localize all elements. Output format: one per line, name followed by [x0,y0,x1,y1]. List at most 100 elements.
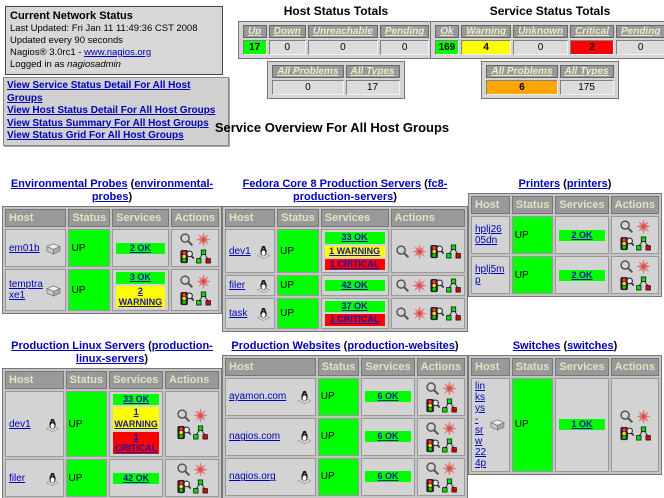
host-link[interactable]: dev1 [229,245,251,257]
service-badge-critical[interactable]: 1 CRITICAL [324,258,385,271]
service-badge-critical[interactable]: 1 CRITICAL [324,314,385,326]
host-link[interactable]: task [229,307,248,319]
extended-info-traffic-light-icon[interactable] [425,438,440,453]
service-badge-ok[interactable]: 33 OK [113,394,160,406]
service-totals-header-pending[interactable]: Pending [615,25,664,38]
status-map-tree-icon[interactable] [442,438,457,453]
service-badge-ok[interactable]: 42 OK [324,280,385,292]
service-badge-ok[interactable]: 42 OK [113,472,160,484]
extended-info-traffic-light-icon[interactable] [425,398,440,413]
status-map-tree-icon[interactable] [445,278,461,293]
service-detail-magnifier-icon[interactable] [619,219,634,234]
host-link[interactable]: nagios.org [229,471,276,483]
hostgroup-name-link[interactable]: Fedora Core 8 Production Servers [242,178,422,190]
service-badge-ok[interactable]: 6 OK [365,471,411,483]
alert-burst-icon[interactable] [193,462,208,478]
extended-info-traffic-light-icon[interactable] [429,278,444,293]
service-detail-magnifier-icon[interactable] [619,409,634,424]
extended-info-traffic-light-icon[interactable] [179,249,194,264]
link-host-status-detail[interactable]: View Host Status Detail For All Host Gro… [7,105,216,116]
hostgroup-name-link[interactable]: Printers [518,178,561,190]
service-detail-magnifier-icon[interactable] [395,244,410,259]
service-badge-warning[interactable]: 1 WARNING [324,245,385,257]
extended-info-traffic-light-icon[interactable] [619,426,634,441]
service-detail-magnifier-icon[interactable] [425,421,440,436]
host-link[interactable]: linksys-srw224p [475,380,487,469]
service-badge-critical[interactable]: 1 CRITICAL [113,431,160,455]
service-badge-warning[interactable]: 2 WARNING [116,285,165,309]
host-link[interactable]: em01b [9,242,40,254]
linux-penguin-icon[interactable] [45,417,60,432]
extended-info-traffic-light-icon[interactable] [176,479,191,494]
hostgroup-alias-link[interactable]: environmental-probes [91,178,214,204]
host-link[interactable]: filer [229,280,246,292]
extended-info-traffic-light-icon[interactable] [619,236,634,251]
extended-info-traffic-light-icon[interactable] [429,244,444,259]
link-status-grid[interactable]: View Status Grid For All Host Groups [7,130,184,141]
status-map-tree-icon[interactable] [636,426,651,441]
extended-info-traffic-light-icon[interactable] [179,291,194,306]
extended-info-traffic-light-icon[interactable] [429,306,444,321]
alert-burst-icon[interactable] [411,305,427,321]
service-detail-magnifier-icon[interactable] [179,232,194,247]
host-all-problems-header[interactable]: All Problems [272,65,344,78]
hostgroup-alias-link[interactable]: production-linux-servers [75,339,213,365]
host-link[interactable]: hplj2605dn [475,224,502,247]
service-totals-header-ok[interactable]: Ok [434,25,460,38]
alert-burst-icon[interactable] [635,408,651,424]
service-badge-ok[interactable]: 3 OK [116,272,165,284]
service-badge-warning[interactable]: 1 WARNING [113,407,160,430]
alert-burst-icon[interactable] [195,274,211,290]
service-detail-magnifier-icon[interactable] [425,461,440,476]
host-link[interactable]: nagios.com [229,431,281,443]
device-box-icon[interactable] [45,284,62,297]
service-totals-header-unknown[interactable]: Unknown [513,25,569,38]
status-map-tree-icon[interactable] [636,276,651,291]
service-badge-ok[interactable]: 2 OK [559,229,605,241]
alert-burst-icon[interactable] [195,232,211,248]
service-detail-magnifier-icon[interactable] [176,408,191,423]
service-detail-magnifier-icon[interactable] [395,278,410,293]
alert-burst-icon[interactable] [193,408,208,424]
host-totals-header-pending[interactable]: Pending [379,25,430,38]
status-map-tree-icon[interactable] [445,244,461,259]
nagios-org-link[interactable]: www.nagios.org [84,46,152,58]
service-all-problems-header[interactable]: All Problems [486,65,558,78]
service-totals-header-critical[interactable]: Critical [570,25,614,38]
host-totals-header-down[interactable]: Down [268,25,306,38]
hostgroup-alias-link[interactable]: printers [566,178,608,190]
status-map-tree-icon[interactable] [193,479,208,494]
alert-burst-icon[interactable] [635,219,651,235]
service-detail-magnifier-icon[interactable] [619,259,634,274]
hostgroup-name-link[interactable]: Production Websites [231,339,341,352]
extended-info-traffic-light-icon[interactable] [176,425,191,440]
linux-penguin-icon[interactable] [256,278,271,293]
status-map-tree-icon[interactable] [193,425,208,440]
service-detail-magnifier-icon[interactable] [176,462,191,477]
host-link[interactable]: dev1 [9,418,31,430]
status-map-tree-icon[interactable] [196,249,211,264]
host-all-types-header[interactable]: All Types [345,65,400,78]
hostgroup-alias-link[interactable]: fc8-production-servers [293,178,448,204]
host-totals-header-up[interactable]: Up [242,25,267,38]
host-totals-header-unreachable[interactable]: Unreachable [307,25,378,38]
extended-info-traffic-light-icon[interactable] [619,276,634,291]
host-link[interactable]: ayamon.com [229,391,287,403]
linux-penguin-icon[interactable] [297,469,312,485]
linux-penguin-icon[interactable] [256,306,271,321]
hostgroup-alias-link[interactable]: switches [567,339,614,352]
hostgroup-name-link[interactable]: Switches [512,339,561,352]
service-badge-ok[interactable]: 37 OK [324,301,385,313]
service-badge-ok[interactable]: 6 OK [365,431,411,443]
service-badge-ok[interactable]: 1 OK [559,419,605,431]
linux-penguin-icon[interactable] [297,429,312,445]
hostgroup-alias-link[interactable]: production-websites [347,339,455,352]
status-map-tree-icon[interactable] [442,478,457,493]
service-detail-magnifier-icon[interactable] [425,381,440,396]
status-map-tree-icon[interactable] [636,236,651,251]
alert-burst-icon[interactable] [411,278,427,294]
linux-penguin-icon[interactable] [45,471,60,486]
service-detail-magnifier-icon[interactable] [395,306,410,321]
link-service-status-detail[interactable]: View Service Status Detail For All Host … [7,80,191,104]
service-badge-ok[interactable]: 6 OK [365,391,411,403]
